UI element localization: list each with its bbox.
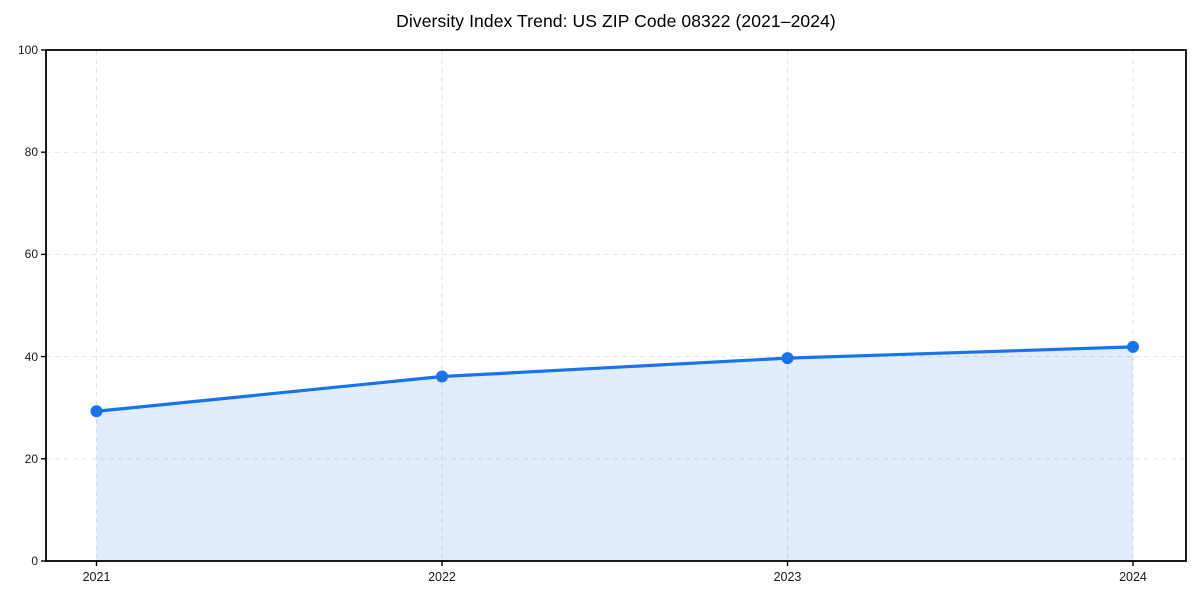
data-point-2024 bbox=[1126, 340, 1139, 353]
x-axis-tick-label: 2023 bbox=[773, 570, 802, 584]
data-point-2021 bbox=[90, 405, 103, 418]
x-axis-tick-label: 2021 bbox=[82, 570, 111, 584]
x-axis-tick-label: 2022 bbox=[428, 570, 456, 584]
y-axis-tick-label: 100 bbox=[17, 43, 38, 57]
y-axis-tick-label: 80 bbox=[24, 145, 38, 160]
trend-line bbox=[94, 345, 1135, 413]
chart-title: Diversity Index Trend: US ZIP Code 08322… bbox=[396, 11, 836, 31]
data-point-2023 bbox=[781, 352, 794, 365]
y-axis-tick-label: 0 bbox=[31, 554, 38, 568]
area-fill bbox=[96, 346, 1133, 561]
y-axis-tick-label: 40 bbox=[24, 349, 38, 364]
y-axis-tick-label: 20 bbox=[24, 451, 38, 466]
data-point-2022 bbox=[435, 370, 448, 383]
x-axis-tick-label: 2024 bbox=[1119, 570, 1147, 584]
plot-frame bbox=[45, 49, 1187, 562]
y-axis-tick-label: 60 bbox=[24, 247, 38, 262]
